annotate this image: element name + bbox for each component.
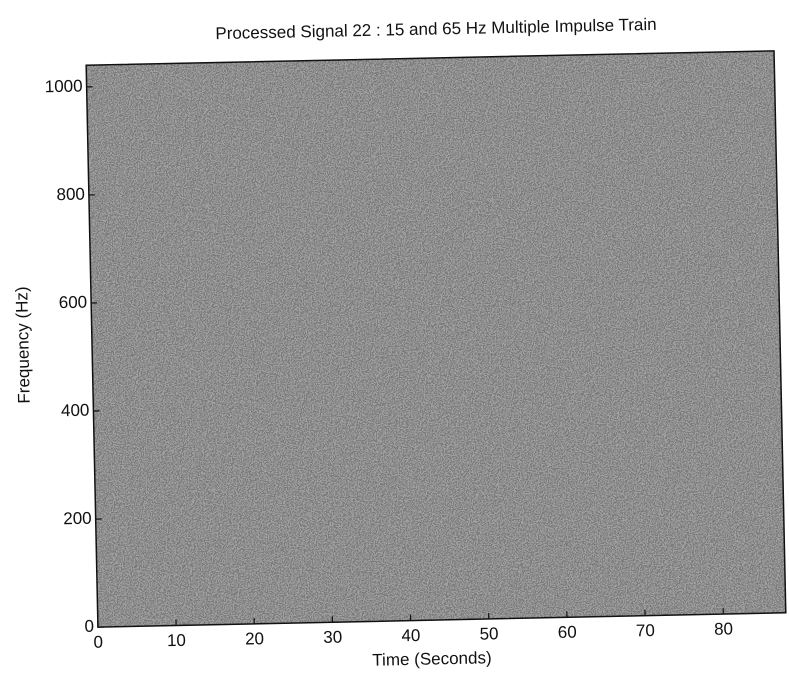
y-tick-label: 400 (61, 401, 90, 421)
y-tick-label: 1000 (45, 76, 83, 96)
x-axis-label: Time (Seconds) (372, 648, 492, 669)
y-axis-label: Frequency (Hz) (12, 286, 33, 404)
x-tick-label: 30 (323, 628, 342, 647)
y-tick-label: 800 (56, 185, 85, 205)
y-tick-label: 200 (63, 509, 92, 529)
x-tick-label: 50 (479, 624, 498, 643)
x-tick-label: 20 (245, 629, 264, 648)
spectrogram-texture (86, 50, 786, 628)
y-tick-label: 600 (59, 293, 88, 313)
x-tick-label: 80 (714, 619, 733, 638)
x-tick-label: 40 (401, 626, 420, 645)
x-tick-label: 0 (93, 633, 103, 652)
chart-title: Processed Signal 22 : 15 and 65 Hz Multi… (215, 15, 657, 43)
plot-frame (85, 50, 787, 628)
x-tick-label: 60 (558, 623, 577, 642)
x-tick-label: 10 (167, 631, 186, 650)
x-tick-label: 70 (636, 621, 655, 640)
y-tick-label: 0 (84, 617, 94, 636)
